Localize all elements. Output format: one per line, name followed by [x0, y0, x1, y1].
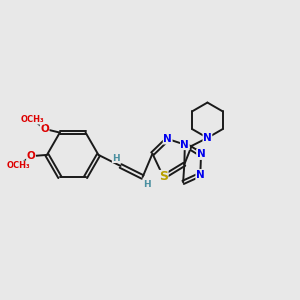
Text: O: O: [27, 151, 35, 161]
Text: H: H: [143, 180, 151, 189]
Text: N: N: [181, 140, 189, 150]
Text: S: S: [159, 170, 168, 184]
Text: OCH₃: OCH₃: [21, 115, 45, 124]
Text: N: N: [163, 134, 172, 144]
Text: O: O: [40, 124, 49, 134]
Text: N: N: [197, 149, 206, 159]
Text: H: H: [112, 154, 120, 163]
Text: N: N: [203, 133, 212, 143]
Text: OCH₃: OCH₃: [7, 161, 31, 170]
Text: N: N: [196, 169, 205, 179]
